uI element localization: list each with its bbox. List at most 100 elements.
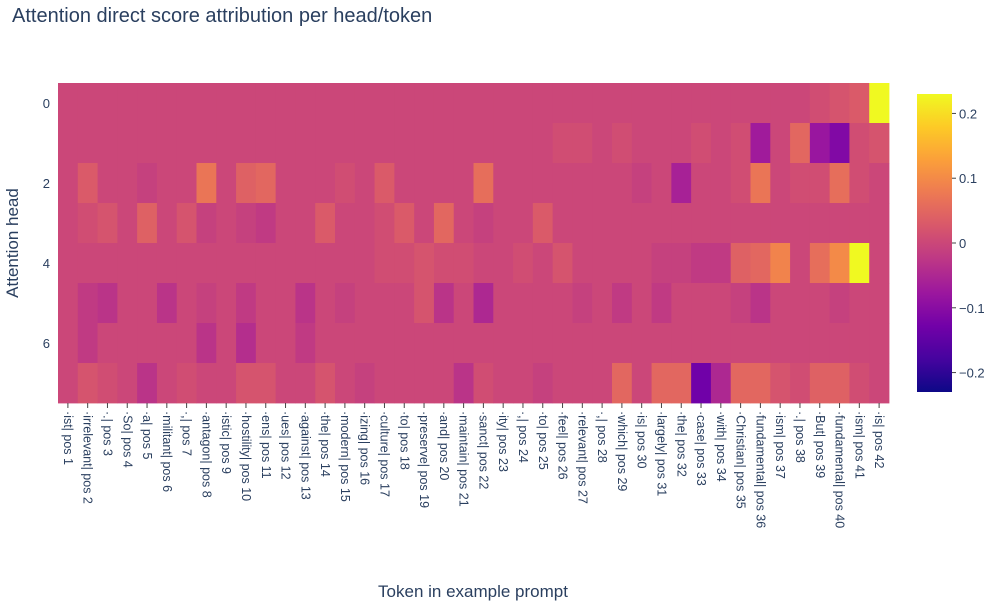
heatmap-cell: [137, 163, 158, 204]
heatmap-cell: [612, 203, 633, 244]
y-axis-title: Attention head: [3, 188, 22, 298]
heatmap-cell: [493, 283, 514, 324]
heatmap-cell: [671, 243, 692, 284]
heatmap-cell: [770, 363, 791, 404]
heatmap-cell: [354, 363, 375, 404]
x-tick-label: ·to| pos 25: [536, 411, 550, 470]
heatmap-cell: [216, 123, 237, 164]
heatmap-cell: [651, 203, 672, 244]
heatmap-cell: [433, 163, 455, 204]
heatmap-cell: [532, 363, 554, 404]
heatmap-cell: [493, 323, 514, 364]
x-tick-label: ·feel| pos 26: [556, 411, 570, 480]
heatmap-cell: [770, 123, 791, 164]
heatmap-cell: [433, 323, 455, 364]
heatmap-cell: [354, 163, 375, 204]
heatmap-cell: [790, 83, 811, 124]
x-tick-label: ·izing| pos 16: [358, 411, 372, 485]
heatmap-cell: [750, 83, 771, 124]
heatmap-cell: [612, 123, 633, 164]
heatmap-cell: [750, 363, 771, 404]
x-tick-label: ·case| pos 33: [694, 411, 708, 486]
heatmap-cell: [137, 323, 158, 364]
heatmap-cell: [275, 283, 296, 324]
heatmap-cell: [750, 283, 771, 324]
heatmap-cell: [592, 163, 613, 204]
heatmap-cell: [473, 83, 494, 124]
heatmap-cell: [453, 203, 474, 244]
heatmap-cell: [77, 283, 98, 324]
x-tick-label: ·Christian| pos 35: [734, 411, 748, 509]
heatmap-cell: [453, 123, 474, 164]
heatmap-cell: [493, 203, 514, 244]
heatmap-cell: [612, 323, 633, 364]
heatmap-cell: [750, 203, 771, 244]
y-tick-label: 0: [43, 96, 50, 111]
heatmap-cell: [196, 83, 217, 124]
heatmap-cell: [532, 323, 554, 364]
heatmap-cell: [354, 283, 375, 324]
heatmap-cell: [414, 243, 435, 284]
heatmap-cell: [493, 83, 514, 124]
x-tick-label: ·irrelevant| pos 2: [81, 411, 95, 504]
heatmap-cell: [156, 203, 178, 244]
heatmap-cell: [572, 203, 593, 244]
heatmap-cell: [730, 203, 751, 244]
heatmap-cell: [572, 283, 593, 324]
heatmap-cell: [691, 323, 712, 364]
heatmap-cell: [97, 243, 118, 284]
heatmap-cell: [137, 283, 158, 324]
heatmap-cell: [869, 363, 890, 404]
heatmap-cell: [196, 203, 217, 244]
x-tick-label: ·and| pos 20: [437, 411, 451, 480]
heatmap-cell: [354, 203, 375, 244]
heatmap-cell: [216, 323, 237, 364]
heatmap-cell: [691, 283, 712, 324]
heatmap-cell: [829, 123, 850, 164]
heatmap-cell: [97, 123, 118, 164]
heatmap-cell: [790, 163, 811, 204]
heatmap-cell: [730, 323, 751, 364]
heatmap-cell: [58, 83, 79, 124]
heatmap-cell: [869, 283, 890, 324]
x-tick-label: ·fundamental| pos 40: [833, 411, 847, 528]
heatmap-cell: [255, 363, 277, 404]
heatmap-cell: [809, 363, 831, 404]
x-axis-ticks: ·ist| pos 1 ·irrelevant| pos 2 ·.| pos 3 ·S…: [61, 403, 886, 528]
heatmap-cell: [631, 323, 652, 364]
heatmap-cell: [414, 123, 435, 164]
heatmap-cell: [354, 243, 375, 284]
heatmap-cell: [394, 323, 415, 364]
heatmap-cell: [552, 323, 573, 364]
heatmap-cell: [612, 163, 633, 204]
x-tick-label: ·preserve| pos 19: [417, 411, 431, 508]
heatmap-cell: [572, 123, 593, 164]
heatmap-cell: [255, 323, 277, 364]
heatmap-cell: [513, 363, 534, 404]
heatmap-cell: [572, 83, 593, 124]
heatmap-cell: [770, 323, 791, 364]
heatmap-cell: [414, 163, 435, 204]
heatmap-cell: [513, 323, 534, 364]
heatmap-cell: [315, 163, 336, 204]
heatmap-cell: [275, 83, 296, 124]
heatmap-cell: [592, 123, 613, 164]
heatmap-cell: [532, 243, 554, 284]
heatmap-cell: [315, 203, 336, 244]
heatmap-cell: [809, 243, 831, 284]
heatmap-cell: [315, 243, 336, 284]
heatmap-cell: [572, 323, 593, 364]
heatmap-cell: [453, 83, 474, 124]
heatmap-cell: [58, 243, 79, 284]
heatmap-cell: [829, 323, 850, 364]
heatmap-cell: [552, 363, 573, 404]
heatmap-cell: [770, 203, 791, 244]
x-tick-label: ·militant| pos 6: [160, 411, 174, 492]
x-tick-label: ·is| pos 30: [635, 411, 649, 468]
x-tick-label: ·fundamental| pos 36: [753, 411, 767, 528]
heatmap-cell: [453, 363, 474, 404]
heatmap-cell: [335, 283, 356, 324]
heatmap-cell: [433, 203, 455, 244]
heatmap-cell: [354, 323, 375, 364]
x-tick-label: ·.| pos 38: [793, 411, 807, 463]
